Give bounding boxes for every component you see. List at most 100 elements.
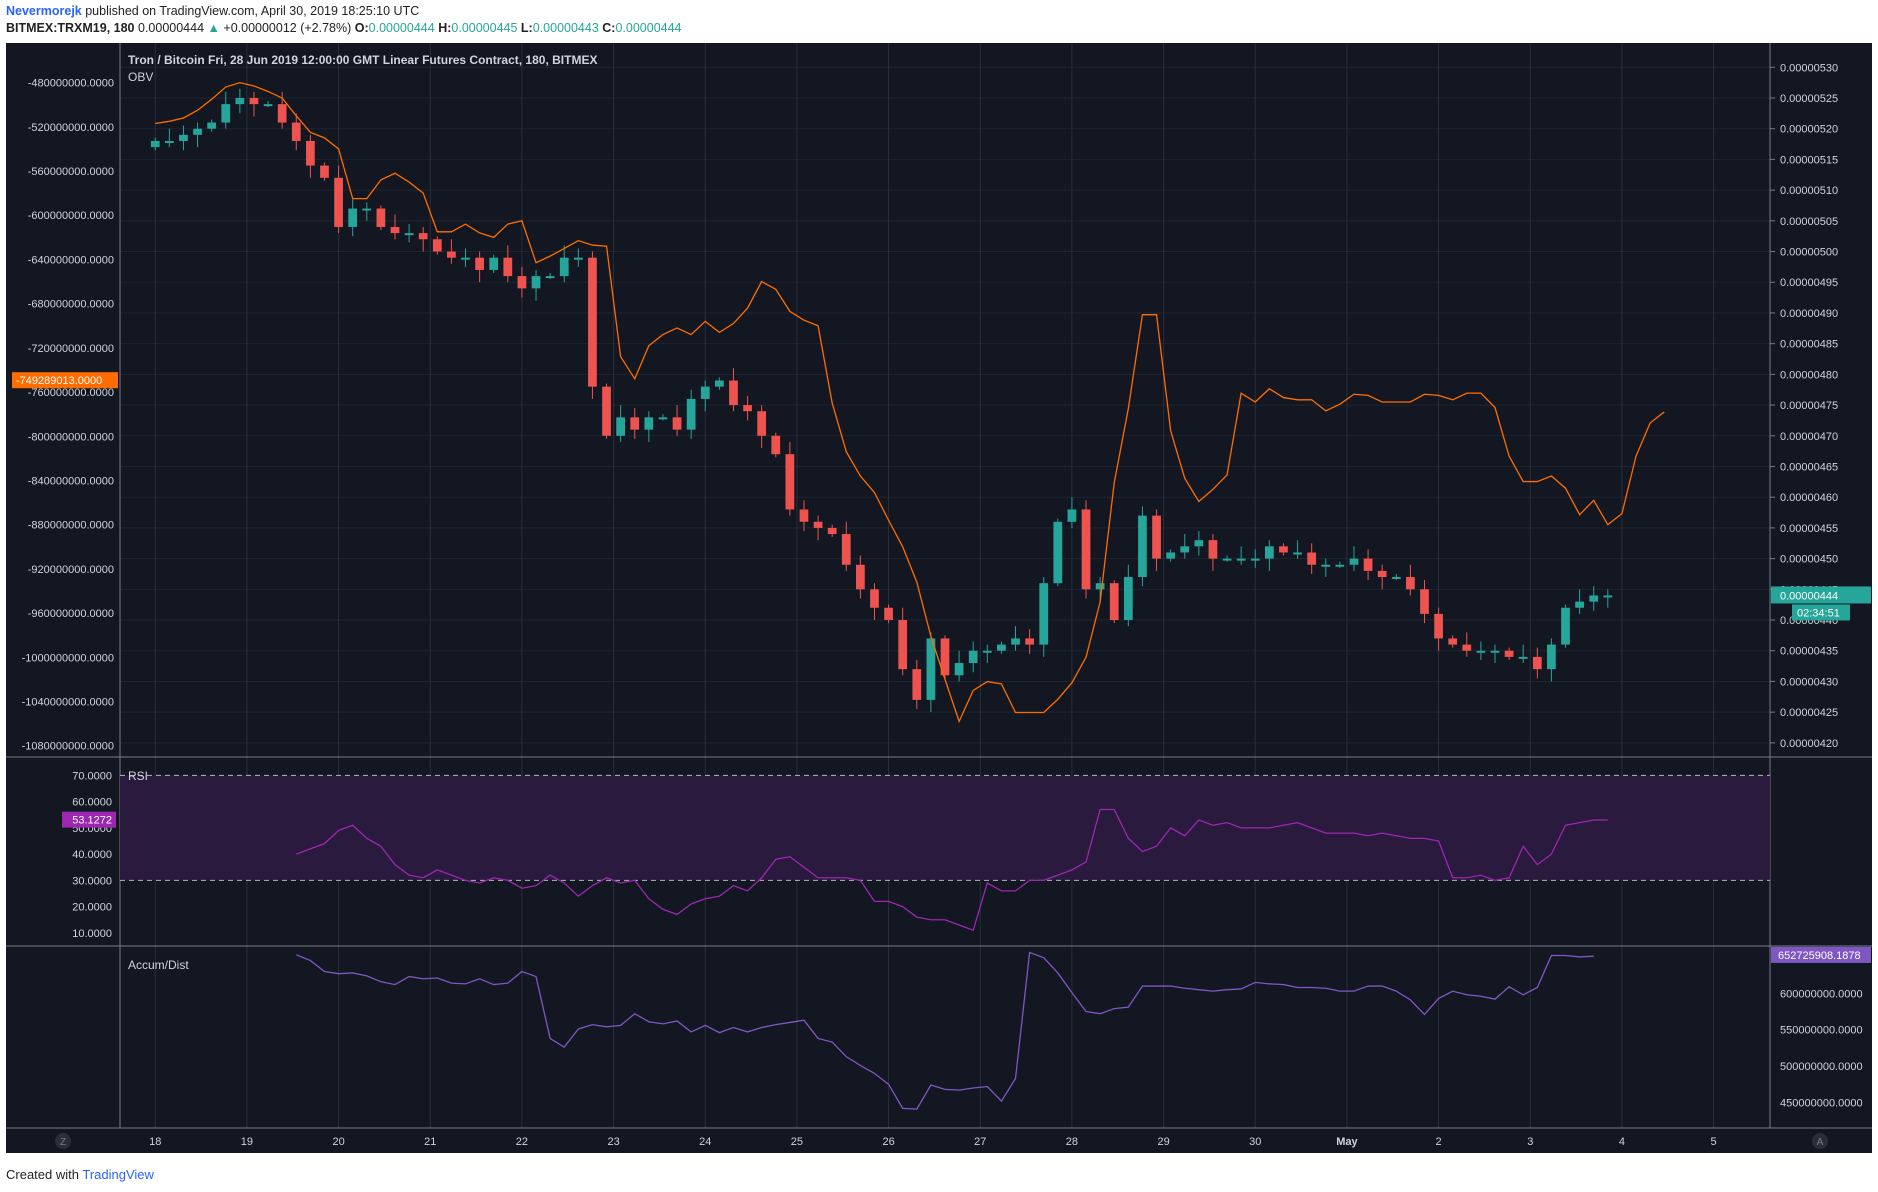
candle-body	[813, 521, 823, 528]
candle-body	[362, 208, 372, 211]
candle-body	[1180, 546, 1190, 553]
candle-body	[1293, 552, 1302, 555]
accum-dist-last-value: 652725908.1878	[1778, 950, 1861, 962]
time-tick-label: 3	[1527, 1136, 1533, 1148]
candle-body	[1462, 644, 1472, 651]
rsi-last-badge	[62, 811, 116, 828]
candle-body	[1279, 546, 1288, 553]
time-tick-label: 24	[699, 1136, 711, 1148]
candle-body	[926, 638, 936, 700]
tradingview-logo[interactable]: TradingView	[82, 1167, 154, 1182]
obv-tick-label: -800000000.0000	[28, 431, 114, 443]
candle-body	[573, 257, 583, 260]
candle-body	[291, 122, 301, 141]
high-label: H:	[438, 21, 452, 35]
candle-body	[982, 650, 992, 653]
symbol-info-bar: BITMEX:TRXM19, 180 0.00000444 ▲ +0.00000…	[6, 21, 682, 35]
obv-tick-label: -640000000.0000	[28, 254, 114, 266]
time-tick-label: 29	[1157, 1136, 1169, 1148]
candle-body	[1589, 595, 1599, 602]
accum-dist-last-badge	[1771, 946, 1871, 963]
candle-body	[700, 386, 710, 399]
accum-dist-tick-label: 550000000.0000	[1780, 1025, 1863, 1037]
candle-body	[1011, 638, 1020, 645]
time-tick-label: 27	[974, 1136, 986, 1148]
candle-body	[1575, 601, 1584, 608]
high-value: 0.00000445	[451, 21, 518, 35]
up-arrow-icon: ▲	[207, 21, 220, 35]
author-link[interactable]: Nevermorejk	[6, 4, 82, 18]
price-tick-label: 0.00000520	[1780, 124, 1838, 136]
candle-body	[1321, 564, 1331, 567]
candle-body	[1053, 521, 1063, 584]
time-tick-label: 30	[1249, 1136, 1261, 1148]
candle-body	[348, 208, 358, 227]
candle-body	[1363, 558, 1373, 571]
candle-body	[1307, 552, 1317, 565]
time-tick-label: 20	[332, 1136, 344, 1148]
rsi-line	[296, 808, 1608, 932]
time-tick-label: 18	[149, 1136, 161, 1148]
time-tick-label: 25	[791, 1136, 803, 1148]
candle-body	[856, 564, 865, 590]
candle-body	[1561, 607, 1570, 645]
candle-body	[320, 165, 329, 178]
candle-body	[1152, 515, 1161, 559]
candle-body	[1377, 570, 1387, 578]
accum-dist-tick-label: 600000000.0000	[1780, 988, 1863, 1000]
accum-dist-tick-label: 450000000.0000	[1780, 1098, 1863, 1110]
candle-body	[545, 276, 555, 279]
candle-body	[179, 134, 188, 141]
time-axis: 18 19 20 21 22 23 24 25 26 27 28 29 30 May 2 3 4 5	[149, 1136, 1717, 1148]
low-value: 0.00000443	[532, 21, 599, 35]
price-tick-label: 0.00000425	[1780, 707, 1838, 719]
candle-body	[1518, 656, 1528, 659]
candle-body	[1236, 558, 1246, 561]
candle-body	[1391, 577, 1401, 580]
zoom-reset-icon: Z	[60, 1137, 66, 1148]
obv-tick-label: -1040000000.0000	[22, 696, 114, 708]
rsi-tick-label: 10.0000	[72, 928, 112, 940]
candle-body	[404, 233, 414, 236]
candle-body	[263, 104, 273, 107]
candle-body	[644, 417, 654, 430]
price-tick-label: 0.00000495	[1780, 277, 1838, 289]
rsi-tick-label: 40.0000	[72, 849, 112, 861]
candle-body	[785, 454, 795, 510]
price-tick-label: 0.00000470	[1780, 431, 1838, 443]
rsi-last-value: 53.1272	[72, 815, 112, 827]
last-price-badge	[1771, 586, 1871, 604]
candle-body	[235, 97, 245, 105]
candle-body	[1109, 583, 1119, 621]
auto-scale-button	[1812, 1133, 1828, 1149]
candle-body	[1532, 656, 1542, 670]
obv-tick-label: -680000000.0000	[28, 299, 114, 311]
obv-tick-label: -1000000000.0000	[22, 652, 114, 664]
candle-body	[447, 251, 456, 258]
time-tick-label: 23	[607, 1136, 619, 1148]
price-tick-label: 0.00000505	[1780, 216, 1838, 228]
candle-body	[1138, 515, 1147, 578]
obv-tick-label: -1080000000.0000	[22, 741, 114, 753]
zoom-reset-button	[55, 1133, 71, 1149]
candle-body	[827, 527, 837, 535]
auto-scale-icon: A	[1817, 1137, 1824, 1148]
price-tick-label: 0.00000530	[1780, 62, 1838, 74]
candle-body	[503, 257, 513, 277]
price-tick-label: 0.00000485	[1780, 339, 1838, 351]
candle-body	[1490, 650, 1500, 653]
candle-body	[1448, 638, 1458, 645]
candle-body	[1335, 564, 1345, 567]
candle-body	[306, 140, 315, 166]
rsi-tick-label: 70.0000	[72, 770, 112, 782]
candle-body	[1123, 577, 1133, 621]
open-value: 0.00000444	[368, 21, 435, 35]
candle-body	[997, 644, 1006, 651]
candles	[150, 88, 1613, 713]
candle-body	[1039, 583, 1049, 645]
close-value: 0.00000444	[615, 21, 682, 35]
obv-tick-label: -960000000.0000	[28, 608, 114, 620]
symbol-label: BITMEX:TRXM19, 180	[6, 21, 135, 35]
obv-last-value: -749289013.0000	[16, 375, 102, 387]
